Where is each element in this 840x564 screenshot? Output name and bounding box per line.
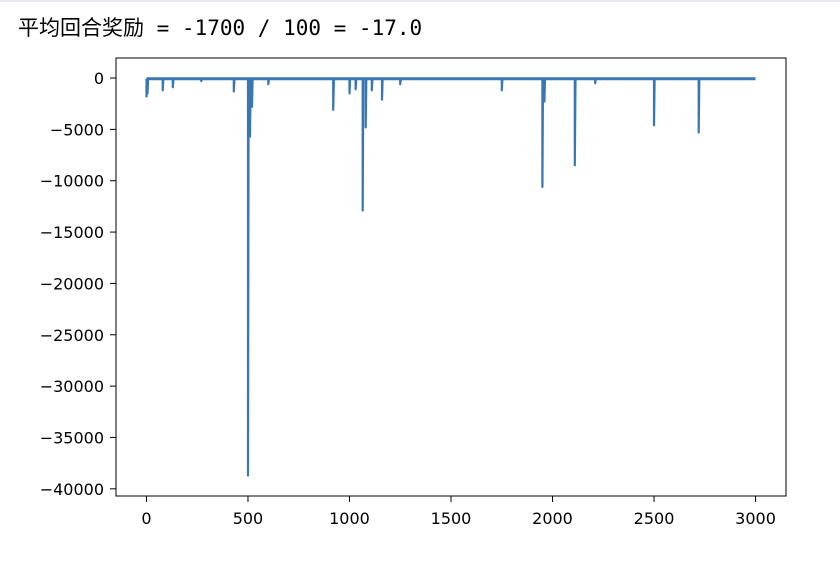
x-tick-label: 3000 (735, 509, 776, 528)
y-tick-label: −10000 (40, 172, 104, 191)
y-tick-label: −25000 (40, 326, 104, 345)
series-line (145, 78, 756, 477)
plot-area (145, 77, 756, 477)
y-axis: 0 −5000 −10000 −15000 −20000 −25000 −30000 −350… (40, 69, 116, 499)
x-tick-label: 2000 (532, 509, 573, 528)
output-text: 平均回合奖励 = -1700 / 100 = -17.0 (18, 16, 423, 40)
y-tick-label: −30000 (40, 377, 104, 396)
x-tick-label: 0 (141, 509, 151, 528)
x-tick-label: 2500 (634, 509, 675, 528)
x-tick-label: 500 (233, 509, 264, 528)
y-tick-label: −5000 (50, 120, 104, 139)
x-axis: 0 500 1000 1500 2000 2500 3000 (141, 496, 776, 528)
y-tick-label: −40000 (40, 480, 104, 499)
y-tick-label: −15000 (40, 223, 104, 242)
y-tick-label: −35000 (40, 428, 104, 447)
axes-frame (115, 57, 787, 497)
y-tick-label: 0 (94, 69, 104, 88)
cell-border (0, 0, 840, 2)
x-tick-label: 1500 (431, 509, 472, 528)
x-tick-label: 1000 (329, 509, 370, 528)
y-tick-label: −20000 (40, 274, 104, 293)
